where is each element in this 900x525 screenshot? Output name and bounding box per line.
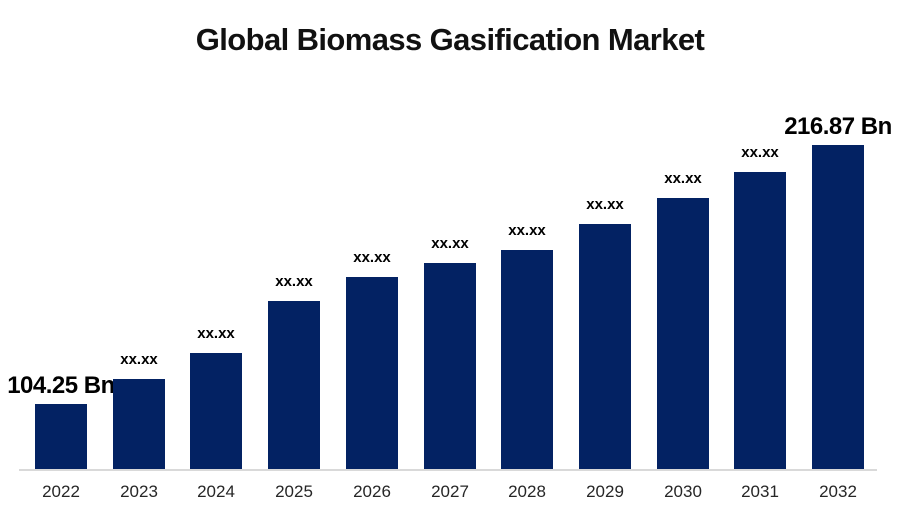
bar-2023 [113,379,165,469]
x-tick-2028: 2028 [508,482,546,501]
bar-2028 [501,250,553,469]
value-label-2029: xx.xx [586,196,624,213]
bar-2024 [190,353,242,469]
x-tick-2022: 2022 [42,482,80,501]
bar-2027 [424,263,476,469]
x-tick-2025: 2025 [275,482,313,501]
chart-title: Global Biomass Gasification Market [195,22,705,57]
x-tick-2027: 2027 [431,482,469,501]
value-label-2022: 104.25 Bn [7,372,115,399]
value-label-2025: xx.xx [275,273,313,290]
x-tick-2032: 2032 [819,482,857,501]
x-tick-2026: 2026 [353,482,391,501]
bar-2022 [35,404,87,469]
bar-2030 [657,198,709,469]
value-label-2031: xx.xx [741,144,779,161]
value-label-2030: xx.xx [664,170,702,187]
x-tick-2023: 2023 [120,482,158,501]
bar-2032 [812,145,864,469]
x-tick-2031: 2031 [741,482,779,501]
value-label-2023: xx.xx [120,351,158,368]
value-label-2024: xx.xx [197,325,235,342]
bar-2031 [734,172,786,469]
bar-2029 [579,224,631,469]
value-label-2032: 216.87 Bn [784,113,892,140]
x-axis-line [19,469,877,471]
x-tick-2024: 2024 [197,482,235,501]
value-label-2027: xx.xx [431,235,469,252]
x-tick-2030: 2030 [664,482,702,501]
value-label-2028: xx.xx [508,222,546,239]
bar-2026 [346,277,398,469]
value-label-2026: xx.xx [353,249,391,266]
x-tick-2029: 2029 [586,482,624,501]
bar-2025 [268,301,320,469]
